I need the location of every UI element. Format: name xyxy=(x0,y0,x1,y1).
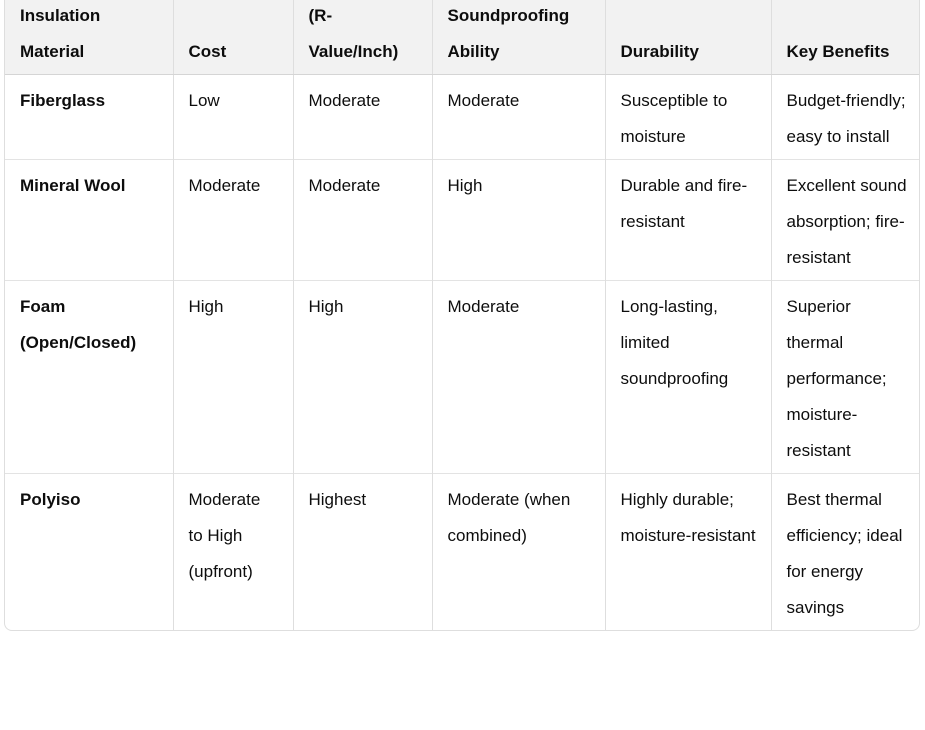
table-cell: Budget-friendly; easy to install xyxy=(770,74,919,160)
table-row: Polyiso Moderate to High (upfront) Highest… xyxy=(5,473,919,630)
table-body: Fiberglass Low Moderate Moderate Susceptible… xyxy=(5,74,919,630)
table-cell: Highest xyxy=(292,473,432,630)
row-label: Mineral Wool xyxy=(5,159,173,281)
table-cell: High xyxy=(172,280,293,474)
table-cell: Moderate (when combined) xyxy=(431,473,605,630)
row-label: Fiberglass xyxy=(5,74,173,160)
table-row: Mineral Wool Moderate Moderate High Durable … xyxy=(5,159,919,281)
header-cell: (R-Value/Inch) xyxy=(292,0,432,75)
table-container: Insulation Material Cost (R-Value/Inch) Sou… xyxy=(4,0,920,631)
header-row: Insulation Material Cost (R-Value/Inch) Sou… xyxy=(5,0,919,75)
row-label: Polyiso xyxy=(5,473,173,630)
table-cell: Moderate to High (upfront) xyxy=(172,473,293,630)
comparison-table: Insulation Material Cost (R-Value/Inch) Sou… xyxy=(5,0,919,630)
table-cell: Moderate xyxy=(292,74,432,160)
table-cell: Excellent sound absorption; fire-resista… xyxy=(770,159,919,281)
table-cell: Superior thermal performance; moisture-r… xyxy=(770,280,919,474)
row-label: Foam (Open/Closed) xyxy=(5,280,173,474)
table-cell: Low xyxy=(172,74,293,160)
header-cell: Cost xyxy=(172,0,293,75)
table-cell: Susceptible to moisture xyxy=(604,74,771,160)
table-cell: Moderate xyxy=(172,159,293,281)
table-cell: Durable and fire-resistant xyxy=(604,159,771,281)
header-cell: Insulation Material xyxy=(5,0,173,75)
table-cell: Highly durable; moisture-resistant xyxy=(604,473,771,630)
table-cell: Moderate xyxy=(431,74,605,160)
table-row: Fiberglass Low Moderate Moderate Susceptible… xyxy=(5,74,919,160)
table-cell: Moderate xyxy=(431,280,605,474)
header-cell: Key Benefits xyxy=(770,0,919,75)
header-cell: Soundproofing Ability xyxy=(431,0,605,75)
table-row: Foam (Open/Closed) High High Moderate Long-l… xyxy=(5,280,919,474)
table-cell: Best thermal efficiency; ideal for energ… xyxy=(770,473,919,630)
table-cell: High xyxy=(292,280,432,474)
table-cell: High xyxy=(431,159,605,281)
table-cell: Moderate xyxy=(292,159,432,281)
header-cell: Durability xyxy=(604,0,771,75)
table-cell: Long-lasting, limited soundproofing xyxy=(604,280,771,474)
